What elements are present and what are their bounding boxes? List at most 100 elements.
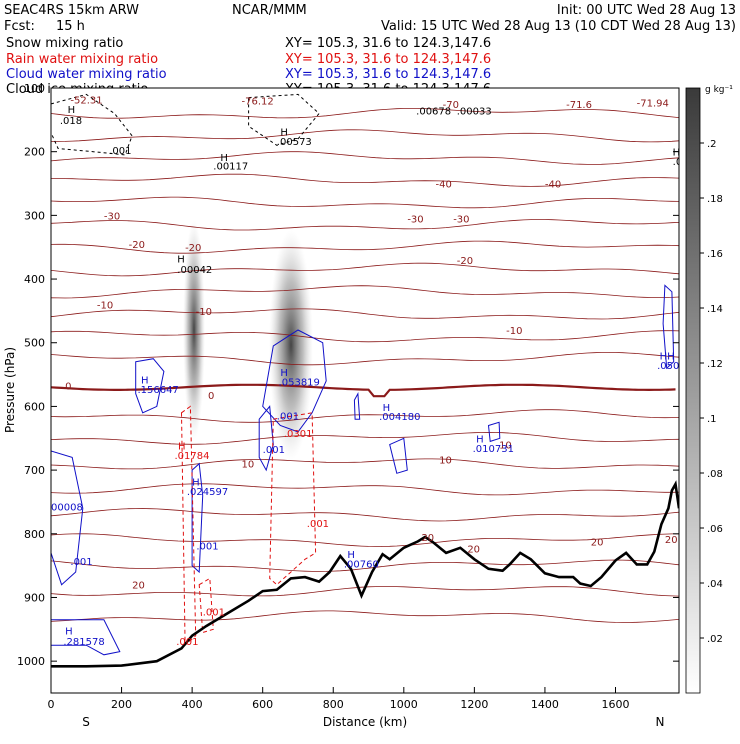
extremum-label: H [65, 627, 73, 638]
isotherm-label: 20 [591, 537, 604, 548]
y-tick-label: 600 [24, 400, 45, 413]
extremum-label: .0500 [657, 361, 686, 372]
extremum-label: .001 [203, 607, 225, 618]
isotherm-line [51, 240, 679, 254]
extremum-label: H [673, 148, 681, 159]
isotherm-label: 20 [467, 544, 480, 555]
extremum-label: H [177, 255, 185, 266]
x-axis-label: Distance (km) [323, 715, 407, 729]
y-tick-label: 800 [24, 528, 45, 541]
isotherm-label: -10 [97, 301, 113, 312]
org-label: NCAR/MMM [232, 3, 307, 18]
extremum-label: .0 [673, 157, 683, 168]
isotherm-label: 20 [132, 581, 145, 592]
extremum-label: .156647 [137, 385, 178, 396]
x-tick-label: 1000 [390, 698, 418, 711]
extremum-label: .00760 [344, 560, 379, 571]
extremum-label: H [383, 403, 391, 414]
y-tick-label: 900 [24, 591, 45, 604]
isotherm-line [51, 151, 679, 165]
extremum-label: .001 [263, 445, 285, 456]
isotherm-label: 10 [242, 460, 255, 471]
terrain-line [51, 480, 679, 668]
y-tick-label: 200 [24, 146, 45, 159]
extremum-label: .004180 [379, 412, 420, 423]
extremum-label: .00678 [416, 106, 451, 117]
field-name-cloud-water: Cloud water mixing ratio [6, 67, 167, 82]
isotherm-line [51, 508, 679, 522]
extremum-label: .281578 [63, 637, 104, 648]
isotherm-line [51, 458, 679, 470]
isotherm-label: -52.31 [70, 95, 102, 106]
cloud-water-contour [353, 391, 361, 420]
isotherm-label: -71.94 [637, 99, 669, 110]
isotherm-label: -40 [436, 180, 452, 191]
extremum-label: H [220, 153, 228, 164]
isotherm-label: -20 [457, 256, 473, 267]
extremum-label: .024597 [187, 487, 228, 498]
field-xy-snow: XY= 105.3, 31.6 to 124.3,147.6 [285, 36, 491, 51]
extremum-label: HH [660, 351, 675, 362]
extremum-label: H [476, 434, 484, 445]
colorbar-tick-label: .16 [707, 249, 723, 260]
isotherm-line [51, 285, 679, 299]
cloud-ice-contour [51, 93, 133, 156]
extremum-label: H [280, 368, 288, 379]
rain-water-contour [269, 412, 317, 586]
axes: 0 200 400 600 800 1000 1200 1400 160010020030040… [17, 82, 679, 711]
isotherm-line [51, 352, 679, 366]
x-tick-label: 1600 [601, 698, 629, 711]
plot-frame [50, 87, 680, 694]
field-name-rain: Rain water mixing ratio [6, 52, 158, 67]
extremum-label: .001 [307, 519, 329, 530]
isotherm-line [51, 533, 679, 547]
extremum-label: .001 [176, 637, 198, 648]
colorbar-tick-label: .1 [707, 414, 717, 425]
cloud-water-contour [51, 619, 121, 656]
extremum-label: .00042 [177, 265, 212, 276]
isotherm-line [51, 129, 679, 143]
cloud-water-contour [262, 329, 327, 433]
extremum-label: .010731 [473, 444, 514, 455]
isotherm-label: -10 [506, 326, 522, 337]
contour-labels: -52.31 -76.12 -70 -71.6 -71.94 -40 -40 -30 -30 -3… [51, 95, 686, 648]
y-tick-label: 700 [24, 464, 45, 477]
isotherm-line [51, 173, 679, 187]
cloud-ice-contour [248, 93, 320, 146]
x-tick-label: 400 [182, 698, 203, 711]
extremum-label: .00573 [277, 137, 312, 148]
colorbar-tick-label: .2 [707, 139, 717, 150]
extremum-label: H [280, 127, 288, 138]
isotherm-label: -70 [443, 100, 459, 111]
colorbar-ramp [685, 87, 701, 694]
isotherm-line [51, 559, 679, 572]
isotherm-line [51, 308, 679, 320]
cloud-water-contour [662, 284, 675, 370]
x-tick-label: 200 [111, 698, 132, 711]
field-name-snow: Snow mixing ratio [6, 36, 123, 51]
colorbar: g kg⁻¹ .02 .04 .06 .08 .1 .12 .14 .16 .18 .2 [685, 85, 733, 694]
y-tick-label: 1000 [17, 655, 45, 668]
extremum-label: .001 [196, 541, 218, 552]
colorbar-tick-label: .18 [707, 194, 723, 205]
init-time: Init: 00 UTC Wed 28 Aug 13 [557, 3, 736, 18]
extremum-label: H [178, 441, 186, 452]
colorbar-tick-label: .08 [707, 469, 723, 480]
isotherm-line [51, 196, 679, 209]
colorbar-tick-label: .14 [707, 304, 723, 315]
extremum-label: .00117 [213, 162, 248, 173]
mixing-ratio-contours [51, 93, 675, 656]
rain-water-contour [198, 577, 214, 634]
x-tick-label: 0 [48, 698, 55, 711]
extremum-label: .001 [277, 411, 299, 422]
extremum-label: .0301 [284, 429, 313, 440]
isotherm-line [51, 219, 679, 231]
isotherm-line [51, 262, 679, 277]
extremum-label: .018 [60, 116, 82, 127]
extremum-label: H [192, 478, 200, 489]
valid-time: Valid: 15 UTC Wed 28 Aug 13 (10 CDT Wed … [381, 19, 736, 34]
snow-plume-east [269, 230, 313, 460]
extremum-label: H [347, 550, 355, 561]
colorbar-tick-label: .02 [707, 634, 723, 645]
